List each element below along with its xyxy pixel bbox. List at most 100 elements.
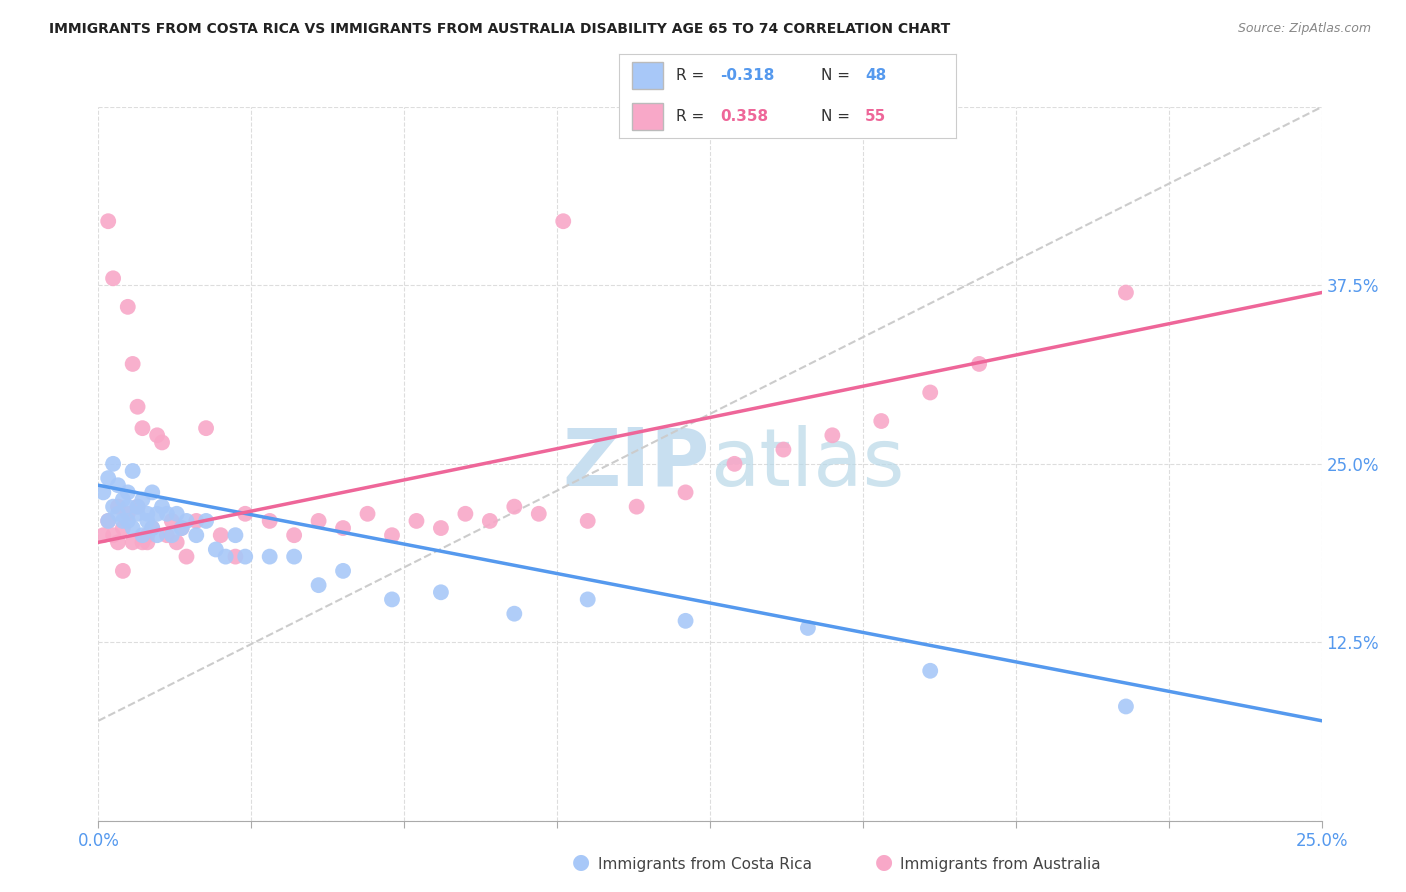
Point <box>478 514 501 528</box>
Text: -0.318: -0.318 <box>720 68 775 83</box>
Point <box>224 528 246 542</box>
Point <box>101 457 124 471</box>
Point <box>136 528 159 542</box>
Point <box>186 528 208 542</box>
Point <box>233 549 256 564</box>
Text: N =: N = <box>821 68 855 83</box>
Point <box>166 507 188 521</box>
Point <box>283 528 305 542</box>
Point <box>156 528 179 542</box>
Point <box>131 535 153 549</box>
Point <box>146 528 169 542</box>
Point <box>131 421 153 435</box>
Point <box>107 507 129 521</box>
Point <box>121 521 143 535</box>
Point <box>1115 285 1137 300</box>
Point <box>259 549 281 564</box>
Point <box>870 414 893 428</box>
Point <box>356 507 378 521</box>
Text: ZIP: ZIP <box>562 425 710 503</box>
Point <box>101 500 124 514</box>
Point <box>527 507 550 521</box>
Point <box>405 514 427 528</box>
Point <box>101 528 124 542</box>
Point <box>111 514 134 528</box>
Point <box>131 492 153 507</box>
Point <box>576 514 599 528</box>
Point <box>136 535 159 549</box>
Point <box>576 592 599 607</box>
Point <box>121 464 143 478</box>
Point <box>308 578 330 592</box>
Point <box>97 514 120 528</box>
Point <box>176 549 198 564</box>
Point <box>127 500 149 514</box>
Point <box>141 521 163 535</box>
Point <box>332 521 354 535</box>
Text: 0.358: 0.358 <box>720 109 768 124</box>
Point <box>111 564 134 578</box>
Point <box>503 500 526 514</box>
Text: Source: ZipAtlas.com: Source: ZipAtlas.com <box>1237 22 1371 36</box>
Text: N =: N = <box>821 109 855 124</box>
Point <box>503 607 526 621</box>
Text: Immigrants from Australia: Immigrants from Australia <box>900 857 1101 872</box>
Point <box>150 500 173 514</box>
Point <box>772 442 794 457</box>
Point <box>156 507 179 521</box>
Point <box>131 528 153 542</box>
Point <box>136 514 159 528</box>
Point <box>146 507 169 521</box>
Point <box>107 478 129 492</box>
Point <box>150 435 173 450</box>
Point <box>430 521 453 535</box>
Point <box>141 485 163 500</box>
Point <box>233 507 256 521</box>
Point <box>97 214 120 228</box>
Point <box>127 400 149 414</box>
Point <box>170 521 193 535</box>
Point <box>920 664 942 678</box>
Point <box>723 457 745 471</box>
Text: ●: ● <box>572 853 591 872</box>
Point <box>111 521 134 535</box>
Text: ●: ● <box>875 853 893 872</box>
Point <box>797 621 820 635</box>
Point <box>160 528 183 542</box>
Point <box>332 564 354 578</box>
Point <box>381 592 404 607</box>
Point <box>117 507 139 521</box>
Point <box>821 428 844 442</box>
Point <box>91 528 114 542</box>
Point <box>170 521 193 535</box>
Point <box>127 500 149 514</box>
Point <box>626 500 648 514</box>
Text: atlas: atlas <box>710 425 904 503</box>
Point <box>136 507 159 521</box>
Point <box>121 535 143 549</box>
Point <box>224 549 246 564</box>
Point <box>117 485 139 500</box>
Point <box>97 471 120 485</box>
Point <box>186 514 208 528</box>
Text: IMMIGRANTS FROM COSTA RICA VS IMMIGRANTS FROM AUSTRALIA DISABILITY AGE 65 TO 74 : IMMIGRANTS FROM COSTA RICA VS IMMIGRANTS… <box>49 22 950 37</box>
Point <box>195 514 218 528</box>
Point <box>160 514 183 528</box>
FancyBboxPatch shape <box>633 103 662 130</box>
Point <box>166 535 188 549</box>
Point <box>283 549 305 564</box>
Point <box>259 514 281 528</box>
Point <box>675 485 697 500</box>
Point <box>381 528 404 542</box>
Point <box>91 485 114 500</box>
Point <box>121 357 143 371</box>
Text: R =: R = <box>676 109 709 124</box>
Point <box>920 385 942 400</box>
Point <box>430 585 453 599</box>
FancyBboxPatch shape <box>633 62 662 89</box>
Point <box>127 507 149 521</box>
Point <box>205 542 228 557</box>
Point <box>141 521 163 535</box>
Point <box>454 507 477 521</box>
Point <box>107 535 129 549</box>
